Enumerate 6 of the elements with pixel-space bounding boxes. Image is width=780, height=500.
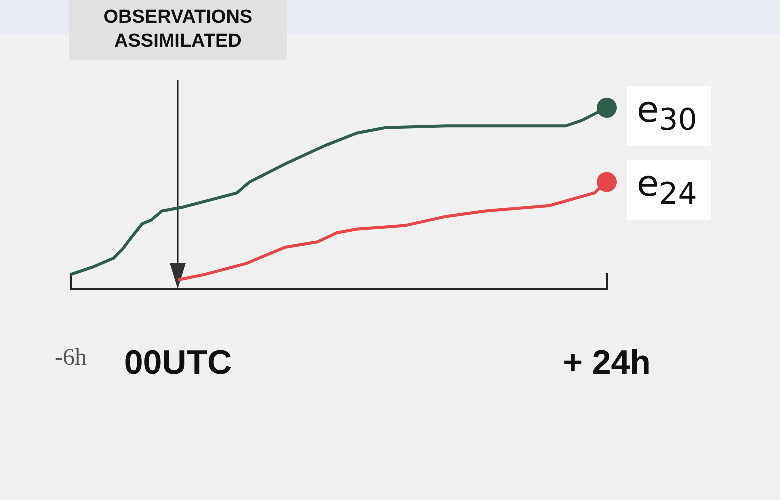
- series-label: e$_{24}$: [627, 160, 712, 220]
- x-tick-label: 00UTC: [124, 344, 232, 382]
- series-label: e$_{30}$: [627, 86, 712, 146]
- x-tick-label: + 24h: [563, 344, 651, 382]
- ref-line-label: OBSERVATIONS ASSIMILATED: [69, 0, 288, 60]
- x-tick-label: -6h: [54, 344, 87, 371]
